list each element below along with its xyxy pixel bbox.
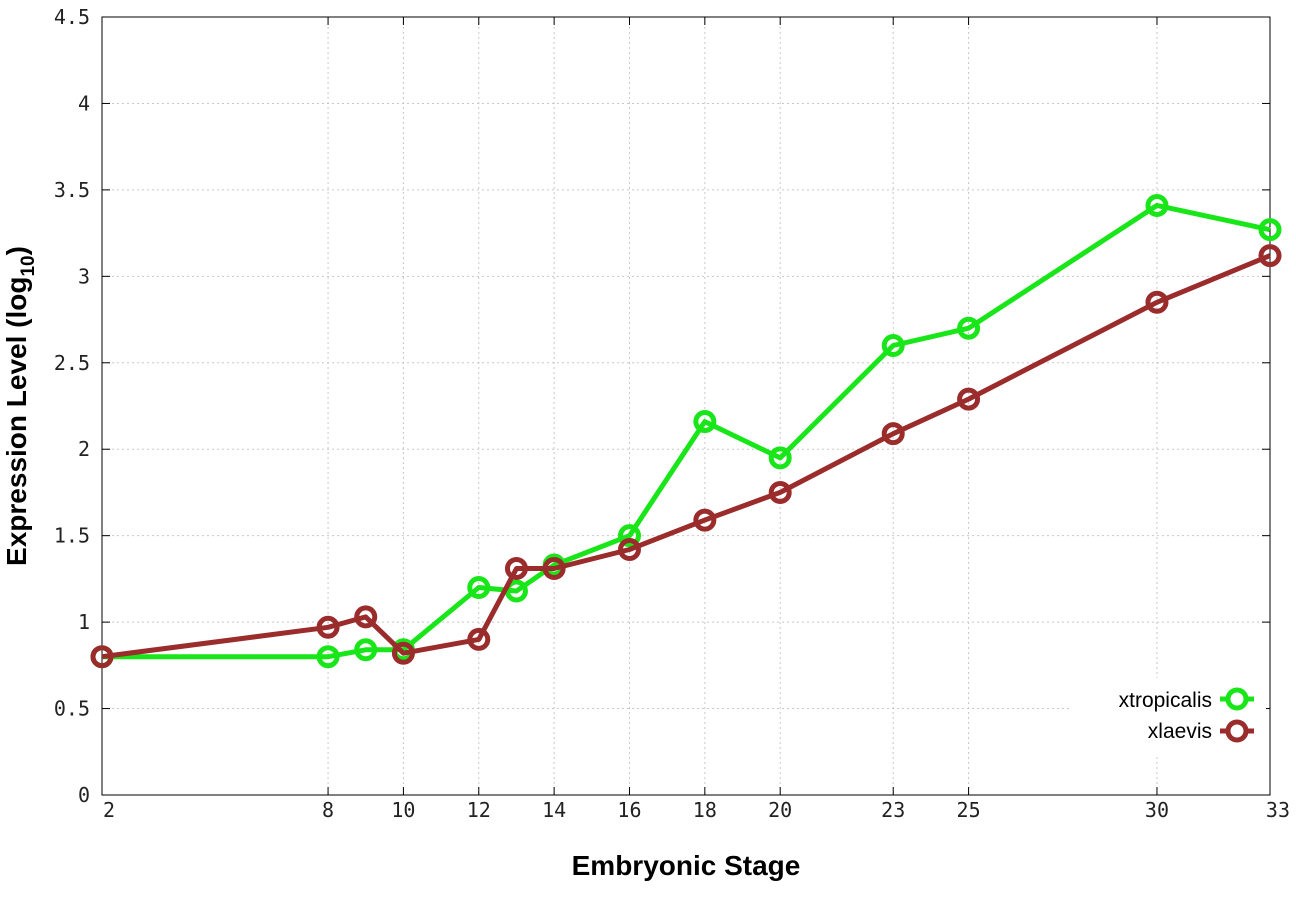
x-tick-label: 16 bbox=[617, 798, 641, 822]
x-tick-label: 30 bbox=[1145, 798, 1169, 822]
plot-frame bbox=[101, 16, 1271, 796]
y-axis-title-main: Expression Level (log bbox=[1, 277, 32, 566]
y-axis-title-subscript: 10 bbox=[18, 255, 39, 276]
data-point-xlaevis bbox=[768, 480, 792, 504]
series-xlaevis bbox=[90, 244, 1282, 669]
data-point-xtropicalis bbox=[467, 576, 491, 600]
legend-label-xlaevis: xlaevis bbox=[1148, 720, 1212, 743]
data-series bbox=[90, 193, 1282, 669]
x-tick-label: 14 bbox=[542, 798, 566, 822]
x-tick-label: 2 bbox=[103, 798, 115, 822]
data-point-xtropicalis bbox=[693, 410, 717, 434]
data-point-xlaevis bbox=[90, 645, 114, 669]
data-point-xtropicalis bbox=[768, 446, 792, 470]
y-axis-title-close: ) bbox=[1, 246, 32, 255]
data-point-xlaevis bbox=[467, 627, 491, 651]
x-tick-label: 33 bbox=[1266, 798, 1290, 822]
y-tick-label: 0.5 bbox=[54, 697, 90, 721]
legend-marker-xtropicalis bbox=[1225, 687, 1249, 711]
data-point-xlaevis bbox=[391, 641, 415, 665]
x-tick-labels: 2 8 10 12 14 16 18 20 23 25 30 33 bbox=[103, 798, 1290, 822]
series-line-xlaevis bbox=[101, 253, 1271, 660]
legend: xtropicalis xlaevis bbox=[1070, 678, 1266, 754]
x-tick-label: 25 bbox=[957, 798, 981, 822]
y-tick-label: 2 bbox=[78, 437, 90, 461]
y-tick-label: 3.5 bbox=[54, 178, 90, 202]
data-point-xlaevis bbox=[542, 557, 566, 581]
x-tick-label: 20 bbox=[768, 798, 792, 822]
legend-label-xtropicalis: xtropicalis bbox=[1119, 689, 1212, 712]
y-tick-label: 1 bbox=[78, 610, 90, 634]
x-tick-label: 12 bbox=[467, 798, 491, 822]
data-point-xtropicalis bbox=[354, 638, 378, 662]
series-xtropicalis bbox=[90, 193, 1282, 669]
series-line-xtropicalis bbox=[102, 202, 1271, 660]
y-tick-label: 2.5 bbox=[54, 351, 90, 375]
y-axis-title: Expression Level (log10) bbox=[1, 246, 39, 566]
data-point-xlaevis bbox=[617, 537, 641, 561]
y-tick-label: 0 bbox=[78, 783, 90, 807]
y-tick-label: 1.5 bbox=[54, 524, 90, 548]
y-tick-label: 3 bbox=[78, 264, 90, 288]
x-tick-label: 23 bbox=[881, 798, 905, 822]
tick-marks bbox=[101, 16, 1271, 796]
data-point-xtropicalis bbox=[881, 333, 905, 357]
data-point-xlaevis bbox=[504, 557, 528, 581]
data-point-xlaevis bbox=[316, 615, 340, 639]
y-tick-label: 4 bbox=[78, 91, 90, 115]
data-point-xlaevis bbox=[1258, 244, 1282, 268]
y-tick-labels: 0 0.5 1 1.5 2 2.5 3 3.5 4 4.5 bbox=[54, 5, 90, 807]
legend-marker-xlaevis bbox=[1225, 719, 1249, 743]
data-point-xlaevis bbox=[881, 422, 905, 446]
data-point-xtropicalis bbox=[1145, 193, 1169, 217]
x-tick-label: 18 bbox=[693, 798, 717, 822]
data-point-xtropicalis bbox=[504, 579, 528, 603]
data-point-xlaevis bbox=[957, 387, 981, 411]
data-point-xtropicalis bbox=[957, 316, 981, 340]
y-tick-label: 4.5 bbox=[54, 5, 90, 29]
x-tick-label: 8 bbox=[322, 798, 334, 822]
x-axis-title: Embryonic Stage bbox=[572, 850, 801, 881]
data-point-xtropicalis bbox=[1258, 218, 1282, 242]
data-point-xlaevis bbox=[693, 508, 717, 532]
data-point-xtropicalis bbox=[617, 524, 641, 548]
x-tick-label: 10 bbox=[391, 798, 415, 822]
data-point-xtropicalis bbox=[316, 645, 340, 669]
data-point-xlaevis bbox=[1145, 290, 1169, 314]
data-point-xlaevis bbox=[354, 605, 378, 629]
